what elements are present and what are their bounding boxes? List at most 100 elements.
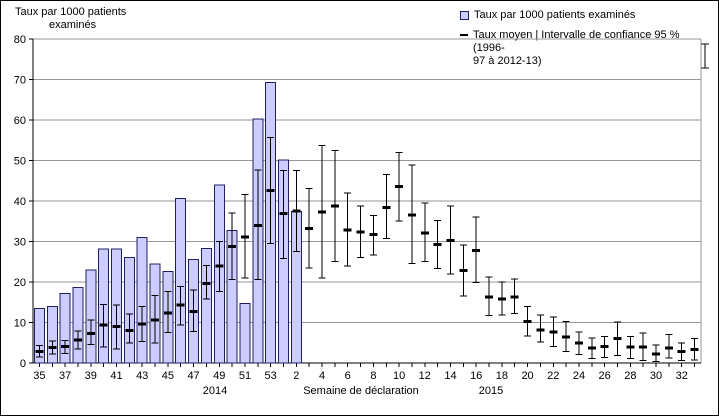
y-tick-label: 10 bbox=[14, 318, 26, 330]
x-tick-label: 39 bbox=[85, 370, 97, 382]
x-tick-label: 12 bbox=[419, 370, 431, 382]
y-tick-label: 60 bbox=[14, 115, 26, 127]
mean-marker-week-48 bbox=[202, 282, 211, 286]
mean-marker-week-46 bbox=[176, 303, 185, 307]
mean-marker-week-37 bbox=[61, 344, 70, 348]
mean-marker-week-26 bbox=[600, 344, 609, 348]
mean-dash-icon bbox=[460, 34, 468, 36]
legend: Taux par 1000 patients examinés Taux moy… bbox=[460, 9, 716, 75]
legend-label: Taux moyen | Intervalle de confiance 95 … bbox=[473, 29, 698, 68]
y-tick-label: 70 bbox=[14, 75, 26, 87]
bar-week-42 bbox=[123, 256, 135, 364]
x-axis-year-2014: 2014 bbox=[202, 385, 228, 397]
x-tick-label: 51 bbox=[239, 370, 251, 382]
mean-marker-week-17 bbox=[485, 295, 494, 299]
mean-marker-week-31 bbox=[664, 346, 673, 350]
mean-marker-week-49 bbox=[215, 264, 224, 268]
mean-marker-week-45 bbox=[163, 311, 172, 315]
mean-marker-week-51 bbox=[240, 235, 249, 239]
mean-marker-week-41 bbox=[112, 325, 121, 329]
y-tick-label: 50 bbox=[14, 156, 26, 168]
mean-marker-week-23 bbox=[562, 335, 571, 339]
bar-week-46 bbox=[175, 198, 187, 364]
mean-marker-week-33 bbox=[690, 348, 699, 352]
x-tick-label: 32 bbox=[676, 370, 688, 382]
errorbar-legend-icon bbox=[701, 43, 709, 69]
mean-marker-week-2 bbox=[292, 209, 301, 213]
y-tick-label: 20 bbox=[14, 277, 26, 289]
x-tick-label: 2 bbox=[293, 370, 299, 382]
bar-week-38 bbox=[72, 287, 84, 364]
y-axis-title-line2: examinés bbox=[49, 19, 97, 31]
mean-marker-week-8 bbox=[369, 233, 378, 237]
y-tick-label: 40 bbox=[14, 196, 26, 208]
x-tick-label: 20 bbox=[521, 370, 533, 382]
y-tick-label: 0 bbox=[20, 358, 26, 370]
mean-marker-week-40 bbox=[99, 323, 108, 327]
x-tick-label: 35 bbox=[33, 370, 45, 382]
x-tick-label: 37 bbox=[59, 370, 71, 382]
mean-marker-week-1 bbox=[279, 212, 288, 216]
bar-week-36 bbox=[46, 305, 58, 364]
x-tick-label: 22 bbox=[547, 370, 559, 382]
bar-week-39 bbox=[85, 269, 97, 364]
mean-marker-week-15 bbox=[459, 268, 468, 272]
mean-marker-week-47 bbox=[189, 310, 198, 314]
x-axis-year-2015: 2015 bbox=[478, 385, 504, 397]
x-tick-label: 24 bbox=[573, 370, 585, 382]
legend-label-line2: 97 à 2012-13) bbox=[473, 55, 542, 67]
x-tick-label: 10 bbox=[393, 370, 405, 382]
legend-item-observed-rate: Taux par 1000 patients examinés bbox=[460, 9, 716, 22]
mean-marker-week-4 bbox=[318, 210, 327, 214]
mean-marker-week-43 bbox=[138, 322, 147, 326]
x-tick-label: 16 bbox=[470, 370, 482, 382]
mean-marker-week-53 bbox=[266, 188, 275, 192]
y-tick-label: 30 bbox=[14, 237, 26, 249]
mean-marker-week-3 bbox=[305, 227, 314, 231]
mean-marker-week-14 bbox=[446, 238, 455, 242]
x-tick-label: 28 bbox=[624, 370, 636, 382]
x-tick-label: 43 bbox=[136, 370, 148, 382]
x-tick-label: 8 bbox=[370, 370, 376, 382]
mean-marker-week-32 bbox=[677, 349, 686, 353]
x-tick-label: 45 bbox=[162, 370, 174, 382]
mean-marker-week-25 bbox=[587, 346, 596, 350]
bar-week-43 bbox=[136, 236, 148, 364]
mean-marker-week-44 bbox=[151, 318, 160, 322]
mean-marker-week-36 bbox=[48, 346, 57, 350]
mean-marker-week-24 bbox=[574, 341, 583, 345]
mean-marker-week-27 bbox=[613, 337, 622, 341]
legend-label-line1: Taux moyen | Intervalle de confiance 95 … bbox=[473, 29, 680, 54]
mean-marker-week-22 bbox=[549, 330, 558, 334]
y-tick-label: 80 bbox=[14, 34, 26, 46]
x-tick-label: 47 bbox=[187, 370, 199, 382]
mean-marker-week-10 bbox=[395, 184, 404, 188]
mean-marker-week-52 bbox=[253, 223, 262, 227]
bar-week-51 bbox=[239, 302, 251, 364]
bar-swatch-icon bbox=[460, 11, 469, 20]
mean-marker-week-20 bbox=[523, 319, 532, 323]
mean-marker-week-7 bbox=[356, 230, 365, 234]
mean-marker-week-11 bbox=[407, 213, 416, 217]
x-tick-label: 18 bbox=[496, 370, 508, 382]
bar-week-35 bbox=[33, 308, 45, 364]
mean-marker-week-18 bbox=[497, 297, 506, 301]
mean-marker-week-6 bbox=[343, 228, 352, 232]
x-tick-label: 53 bbox=[265, 370, 277, 382]
mean-marker-week-42 bbox=[125, 329, 134, 333]
mean-marker-week-30 bbox=[652, 352, 661, 356]
x-tick-label: 26 bbox=[599, 370, 611, 382]
mean-marker-week-13 bbox=[433, 243, 442, 247]
legend-label: Taux par 1000 patients examinés bbox=[474, 9, 636, 21]
y-axis-title-line1: Taux par 1000 patients bbox=[15, 6, 127, 18]
mean-marker-week-9 bbox=[382, 205, 391, 209]
mean-marker-week-12 bbox=[420, 231, 429, 235]
mean-marker-week-29 bbox=[639, 345, 648, 349]
mean-marker-week-39 bbox=[86, 331, 95, 335]
mean-marker-week-16 bbox=[472, 248, 481, 252]
x-axis-title: Semaine de déclaration bbox=[303, 385, 419, 397]
x-tick-label: 14 bbox=[444, 370, 456, 382]
bar-week-1 bbox=[278, 159, 289, 364]
